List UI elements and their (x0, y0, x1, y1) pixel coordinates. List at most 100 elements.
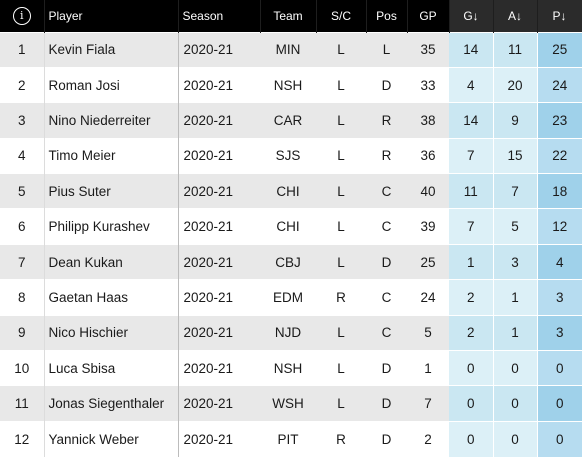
position-cell: C (366, 173, 407, 209)
player-name-cell[interactable]: Gaetan Haas (44, 279, 179, 316)
rank-cell: 7 (0, 243, 45, 280)
team-cell[interactable]: CHI (260, 173, 316, 209)
season-cell: 2020-21 (178, 137, 260, 174)
team-cell[interactable]: NSH (260, 350, 316, 386)
shoots-catches-cell: L (316, 243, 366, 280)
goals-cell: 0 (449, 385, 494, 422)
goals-cell: 2 (449, 314, 494, 351)
player-name-cell[interactable]: Philipp Kurashev (44, 208, 179, 245)
team-cell[interactable]: NJD (260, 314, 316, 351)
assists-cell: 1 (493, 314, 538, 351)
goals-cell: 7 (449, 208, 494, 245)
points-cell: 0 (537, 350, 582, 386)
points-cell: 3 (537, 314, 582, 351)
position-cell: D (366, 385, 407, 422)
assists-cell: 0 (493, 350, 538, 386)
season-cell: 2020-21 (178, 208, 260, 245)
season-cell: 2020-21 (178, 66, 260, 103)
column-header-points[interactable]: P↓ (537, 0, 582, 32)
table-row[interactable]: 8 Gaetan Haas 2020-21 EDM R C 24 2 1 3 (0, 279, 582, 316)
shoots-catches-cell: L (316, 137, 366, 174)
column-header-goals[interactable]: G↓ (449, 0, 494, 32)
table-row[interactable]: 4 Timo Meier 2020-21 SJS L R 36 7 15 22 (0, 137, 582, 174)
assists-cell: 3 (493, 243, 538, 280)
assists-cell: 1 (493, 279, 538, 316)
goals-cell: 2 (449, 279, 494, 316)
table-row[interactable]: 10 Luca Sbisa 2020-21 NSH L D 1 0 0 0 (0, 350, 582, 386)
points-cell: 23 (537, 102, 582, 139)
column-header-games-played[interactable]: GP (407, 0, 450, 32)
team-cell[interactable]: CBJ (260, 243, 316, 280)
column-header-player[interactable]: Player (44, 0, 179, 32)
rank-cell: 8 (0, 279, 45, 316)
goals-cell: 0 (449, 350, 494, 386)
table-row[interactable]: 9 Nico Hischier 2020-21 NJD L C 5 2 1 3 (0, 314, 582, 351)
games-played-cell: 35 (407, 31, 449, 68)
points-cell: 0 (537, 420, 582, 457)
games-played-cell: 39 (407, 208, 449, 245)
table-row[interactable]: 12 Yannick Weber 2020-21 PIT R D 2 0 0 0 (0, 420, 582, 457)
column-header-position[interactable]: Pos (366, 0, 408, 32)
rank-cell: 11 (0, 385, 45, 422)
team-cell[interactable]: MIN (260, 31, 316, 68)
table-row[interactable]: 5 Pius Suter 2020-21 CHI L C 40 11 7 18 (0, 173, 582, 209)
rank-cell: 5 (0, 173, 45, 209)
season-cell: 2020-21 (178, 279, 260, 316)
team-cell[interactable]: PIT (260, 420, 316, 457)
shoots-catches-cell: L (316, 350, 366, 386)
player-name-cell[interactable]: Kevin Fiala (44, 31, 179, 68)
points-cell: 25 (537, 31, 582, 68)
info-icon[interactable]: i (12, 6, 31, 25)
points-cell: 12 (537, 208, 582, 245)
table-row[interactable]: 3 Nino Niederreiter 2020-21 CAR L R 38 14 9 23 (0, 102, 582, 139)
table-row[interactable]: 2 Roman Josi 2020-21 NSH L D 33 4 20 24 (0, 66, 582, 103)
player-name-cell[interactable]: Pius Suter (44, 173, 179, 209)
player-name-cell[interactable]: Dean Kukan (44, 243, 179, 280)
points-cell: 4 (537, 243, 582, 280)
player-name-cell[interactable]: Timo Meier (44, 137, 179, 174)
player-name-cell[interactable]: Roman Josi (44, 66, 179, 103)
assists-cell: 0 (493, 420, 538, 457)
player-name-cell[interactable]: Jonas Siegenthaler (44, 385, 179, 422)
goals-cell: 4 (449, 66, 494, 103)
rank-cell: 10 (0, 350, 45, 386)
table-header-row: i Player Season Team S/C Pos GP G↓ A↓ P↓ (0, 0, 582, 32)
player-name-cell[interactable]: Yannick Weber (44, 420, 179, 457)
assists-cell: 9 (493, 102, 538, 139)
games-played-cell: 5 (407, 314, 449, 351)
column-header-team[interactable]: Team (260, 0, 317, 32)
column-header-season[interactable]: Season (178, 0, 261, 32)
info-header[interactable]: i (0, 0, 45, 32)
points-cell: 3 (537, 279, 582, 316)
table-row[interactable]: 1 Kevin Fiala 2020-21 MIN L L 35 14 11 25 (0, 31, 582, 68)
games-played-cell: 40 (407, 173, 449, 209)
team-cell[interactable]: CAR (260, 102, 316, 139)
shoots-catches-cell: R (316, 279, 366, 316)
goals-cell: 7 (449, 137, 494, 174)
table-row[interactable]: 6 Philipp Kurashev 2020-21 CHI L C 39 7 5 12 (0, 208, 582, 245)
assists-cell: 7 (493, 173, 538, 209)
team-cell[interactable]: CHI (260, 208, 316, 245)
team-cell[interactable]: EDM (260, 279, 316, 316)
team-cell[interactable]: SJS (260, 137, 316, 174)
table-row[interactable]: 7 Dean Kukan 2020-21 CBJ L D 25 1 3 4 (0, 243, 582, 280)
position-cell: C (366, 314, 407, 351)
team-cell[interactable]: WSH (260, 385, 316, 422)
season-cell: 2020-21 (178, 385, 260, 422)
rank-cell: 4 (0, 137, 45, 174)
column-header-assists[interactable]: A↓ (493, 0, 538, 32)
rank-cell: 3 (0, 102, 45, 139)
games-played-cell: 2 (407, 420, 449, 457)
table-row[interactable]: 11 Jonas Siegenthaler 2020-21 WSH L D 7 0 0 0 (0, 385, 582, 422)
player-name-cell[interactable]: Nico Hischier (44, 314, 179, 351)
player-name-cell[interactable]: Luca Sbisa (44, 350, 179, 386)
team-cell[interactable]: NSH (260, 66, 316, 103)
season-cell: 2020-21 (178, 243, 260, 280)
rank-cell: 12 (0, 420, 45, 457)
rank-cell: 9 (0, 314, 45, 351)
rank-cell: 6 (0, 208, 45, 245)
column-header-shoots-catches[interactable]: S/C (316, 0, 367, 32)
player-name-cell[interactable]: Nino Niederreiter (44, 102, 179, 139)
points-cell: 0 (537, 385, 582, 422)
